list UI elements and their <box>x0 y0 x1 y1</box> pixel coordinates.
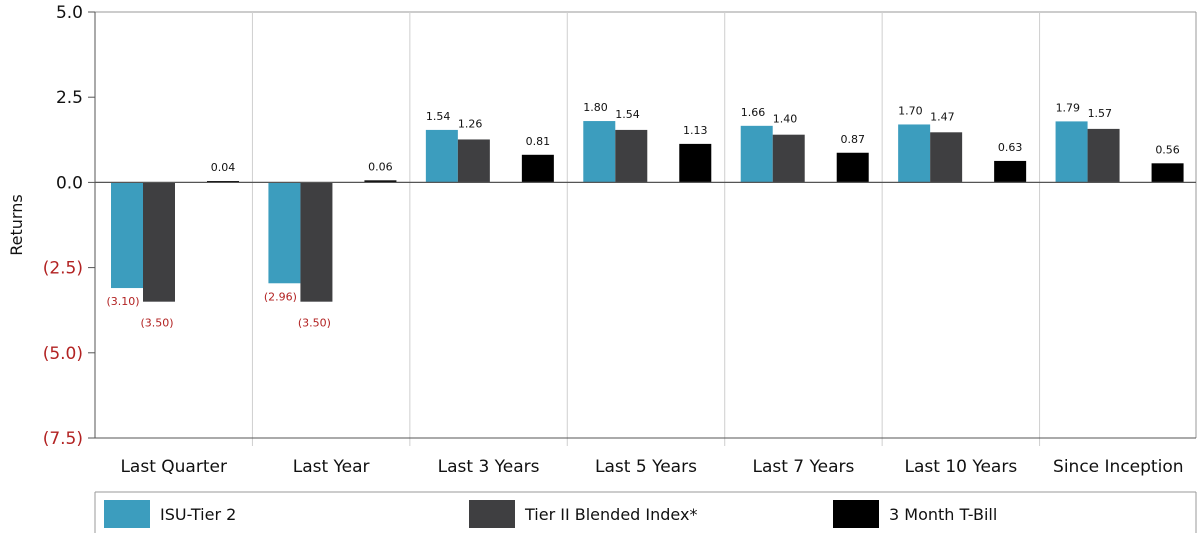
y-tick-label: (2.5) <box>43 259 83 279</box>
bar-3-month-t-bill <box>521 154 554 183</box>
data-label: 0.81 <box>526 135 551 148</box>
data-label: 1.40 <box>773 113 798 126</box>
data-label: 0.06 <box>368 160 393 173</box>
bar-tier-ii-blended-index- <box>615 129 648 183</box>
bar-isu-tier-2 <box>111 182 143 289</box>
y-tick-label: (7.5) <box>43 429 83 449</box>
bar-tier-ii-blended-index- <box>930 132 963 183</box>
bar-3-month-t-bill <box>836 152 869 183</box>
legend-swatch <box>104 500 150 528</box>
data-label: 0.63 <box>998 141 1023 154</box>
bar-isu-tier-2 <box>898 124 931 183</box>
bar-3-month-t-bill <box>994 160 1027 183</box>
legend-swatch <box>833 500 879 528</box>
data-label: (3.10) <box>106 295 139 308</box>
data-label: (3.50) <box>298 317 331 330</box>
data-label: 1.47 <box>930 110 955 123</box>
bar-3-month-t-bill <box>679 143 712 183</box>
y-tick-label: 2.5 <box>56 88 83 108</box>
data-label: (3.50) <box>140 317 173 330</box>
data-label: 1.54 <box>426 110 451 123</box>
legend-label: 3 Month T-Bill <box>889 505 997 524</box>
bar-tier-ii-blended-index- <box>1087 128 1120 183</box>
y-tick-label: 5.0 <box>56 3 83 23</box>
x-tick-label: Last Quarter <box>120 457 227 477</box>
y-axis-title: Returns <box>7 194 26 255</box>
bar-isu-tier-2 <box>425 129 458 183</box>
legend-swatch <box>469 500 515 528</box>
data-label: 1.70 <box>898 104 923 117</box>
legend-label: ISU-Tier 2 <box>160 505 236 524</box>
bar-tier-ii-blended-index- <box>300 182 333 302</box>
bar-tier-ii-blended-index- <box>457 139 490 183</box>
data-label: 1.13 <box>683 124 708 137</box>
legend-label: Tier II Blended Index* <box>524 505 697 524</box>
data-label: (2.96) <box>264 290 297 303</box>
data-label: 1.79 <box>1056 101 1081 114</box>
bar-isu-tier-2 <box>583 121 616 183</box>
x-tick-label: Last 7 Years <box>752 457 854 477</box>
data-label: 1.57 <box>1088 107 1113 120</box>
data-label: 0.04 <box>211 161 236 174</box>
data-label: 1.80 <box>583 101 608 114</box>
bar-tier-ii-blended-index- <box>772 134 805 183</box>
x-tick-label: Last Year <box>293 457 370 477</box>
bar-isu-tier-2 <box>268 182 301 284</box>
y-tick-label: 0.0 <box>56 173 83 193</box>
data-label: 1.26 <box>458 117 483 130</box>
data-label: 0.87 <box>840 133 865 146</box>
data-label: 0.56 <box>1155 143 1180 156</box>
data-label: 1.54 <box>615 108 640 121</box>
x-tick-label: Last 5 Years <box>595 457 697 477</box>
bar-tier-ii-blended-index- <box>143 182 175 302</box>
bar-3-month-t-bill <box>364 180 397 183</box>
bar-isu-tier-2 <box>740 125 773 183</box>
bar-3-month-t-bill <box>207 181 239 183</box>
data-label: 1.66 <box>741 106 766 119</box>
x-tick-label: Last 10 Years <box>905 457 1018 477</box>
bar-3-month-t-bill <box>1151 163 1184 183</box>
x-tick-label: Since Inception <box>1053 457 1183 477</box>
bar-isu-tier-2 <box>1055 121 1088 183</box>
x-tick-label: Last 3 Years <box>438 457 540 477</box>
y-tick-label: (5.0) <box>43 344 83 364</box>
